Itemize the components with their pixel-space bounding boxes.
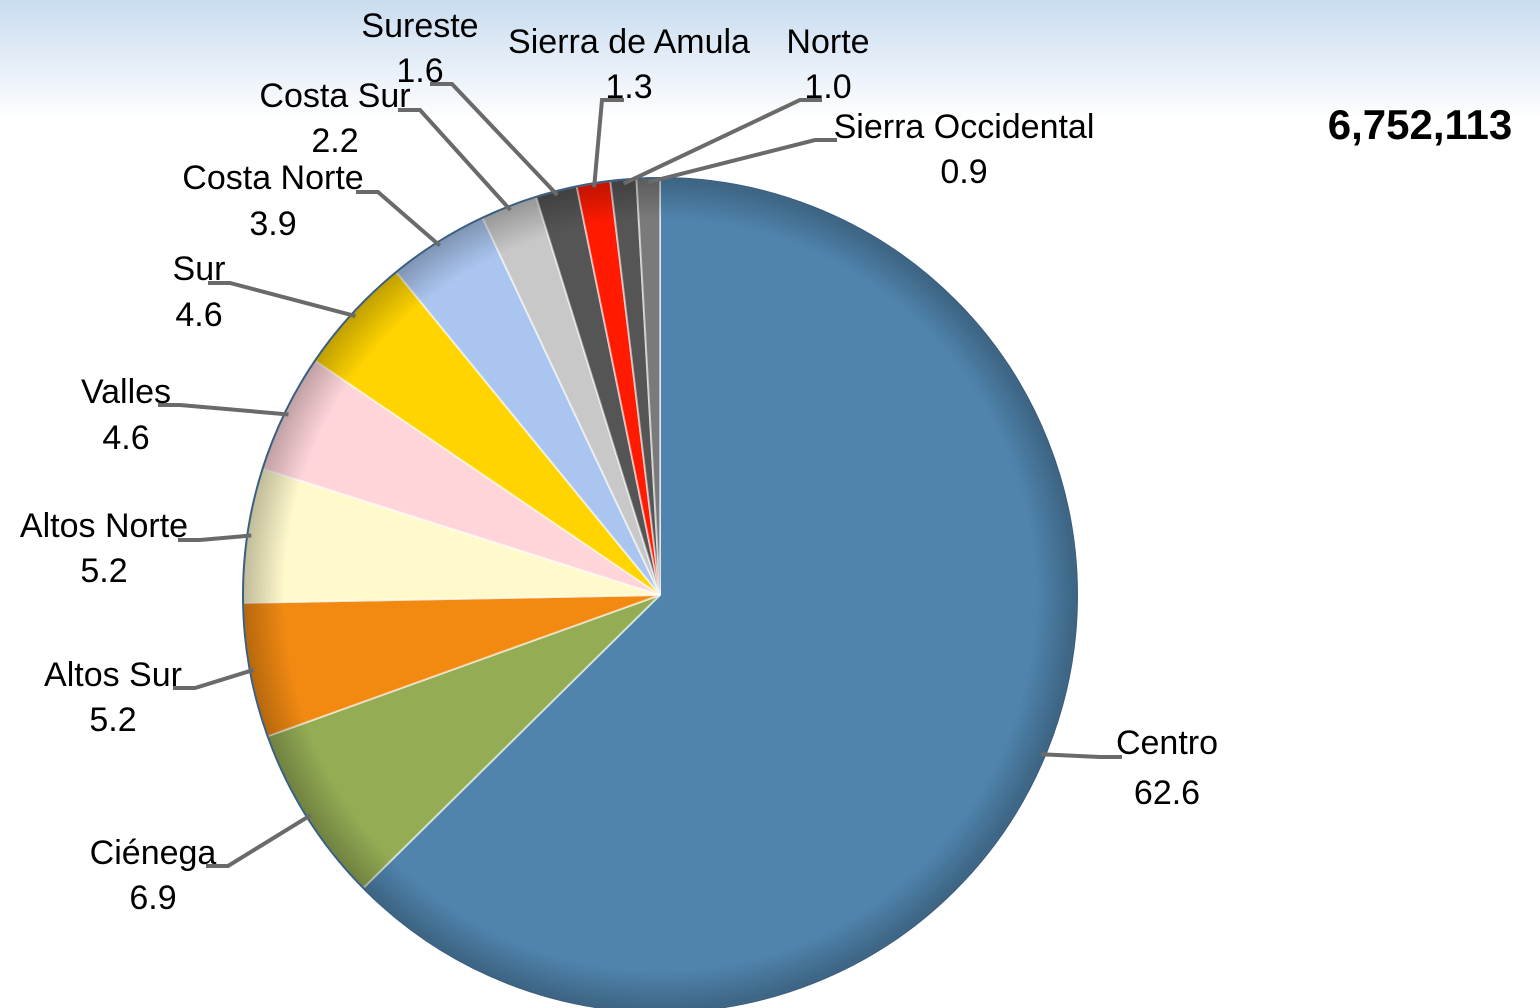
category-label: Sierra de Amula	[508, 23, 750, 61]
leader-line	[178, 533, 252, 542]
pie-bevel	[242, 177, 1078, 1008]
leader-line	[173, 667, 255, 690]
value-label: 1.0	[804, 68, 851, 106]
leader-line	[356, 190, 442, 248]
value-label: 5.2	[89, 701, 136, 739]
value-label: 4.6	[175, 296, 222, 334]
category-label: Altos Norte	[20, 507, 188, 545]
value-label: 3.9	[249, 205, 296, 243]
total-annotation: 6,752,113	[1328, 101, 1513, 148]
leader-line	[206, 813, 312, 868]
value-label: 2.2	[311, 122, 358, 160]
category-label: Centro	[1116, 724, 1218, 762]
category-label: Valles	[81, 373, 171, 411]
category-label: Sureste	[361, 7, 478, 45]
value-label: 5.2	[80, 552, 127, 590]
category-label: Altos Sur	[44, 656, 182, 694]
value-label: 62.6	[1134, 774, 1200, 812]
value-label: 1.6	[396, 52, 443, 90]
leader-line	[398, 108, 512, 212]
category-label: Costa Norte	[182, 159, 363, 197]
pie	[242, 176, 1078, 1008]
value-label: 4.6	[102, 419, 149, 457]
value-label: 0.9	[940, 153, 987, 191]
value-label: 1.3	[605, 68, 652, 106]
category-label: Ciénega	[90, 834, 217, 872]
labels: Centro 62.6 Ciénega 6.9 Altos Sur 5.2 Altos No…	[20, 7, 1218, 917]
leader-line	[622, 98, 822, 186]
leader-line	[158, 403, 289, 417]
leader-line	[647, 138, 837, 185]
leader-line	[1040, 752, 1122, 759]
category-label: Norte	[786, 23, 869, 61]
category-label: Sierra Occidental	[834, 108, 1095, 146]
value-label: 6.9	[129, 879, 176, 917]
category-label: Sur	[173, 250, 226, 288]
category-label: Costa Sur	[259, 77, 410, 115]
leader-line	[208, 281, 356, 319]
leader-line	[592, 98, 624, 188]
leader-line	[430, 82, 559, 197]
